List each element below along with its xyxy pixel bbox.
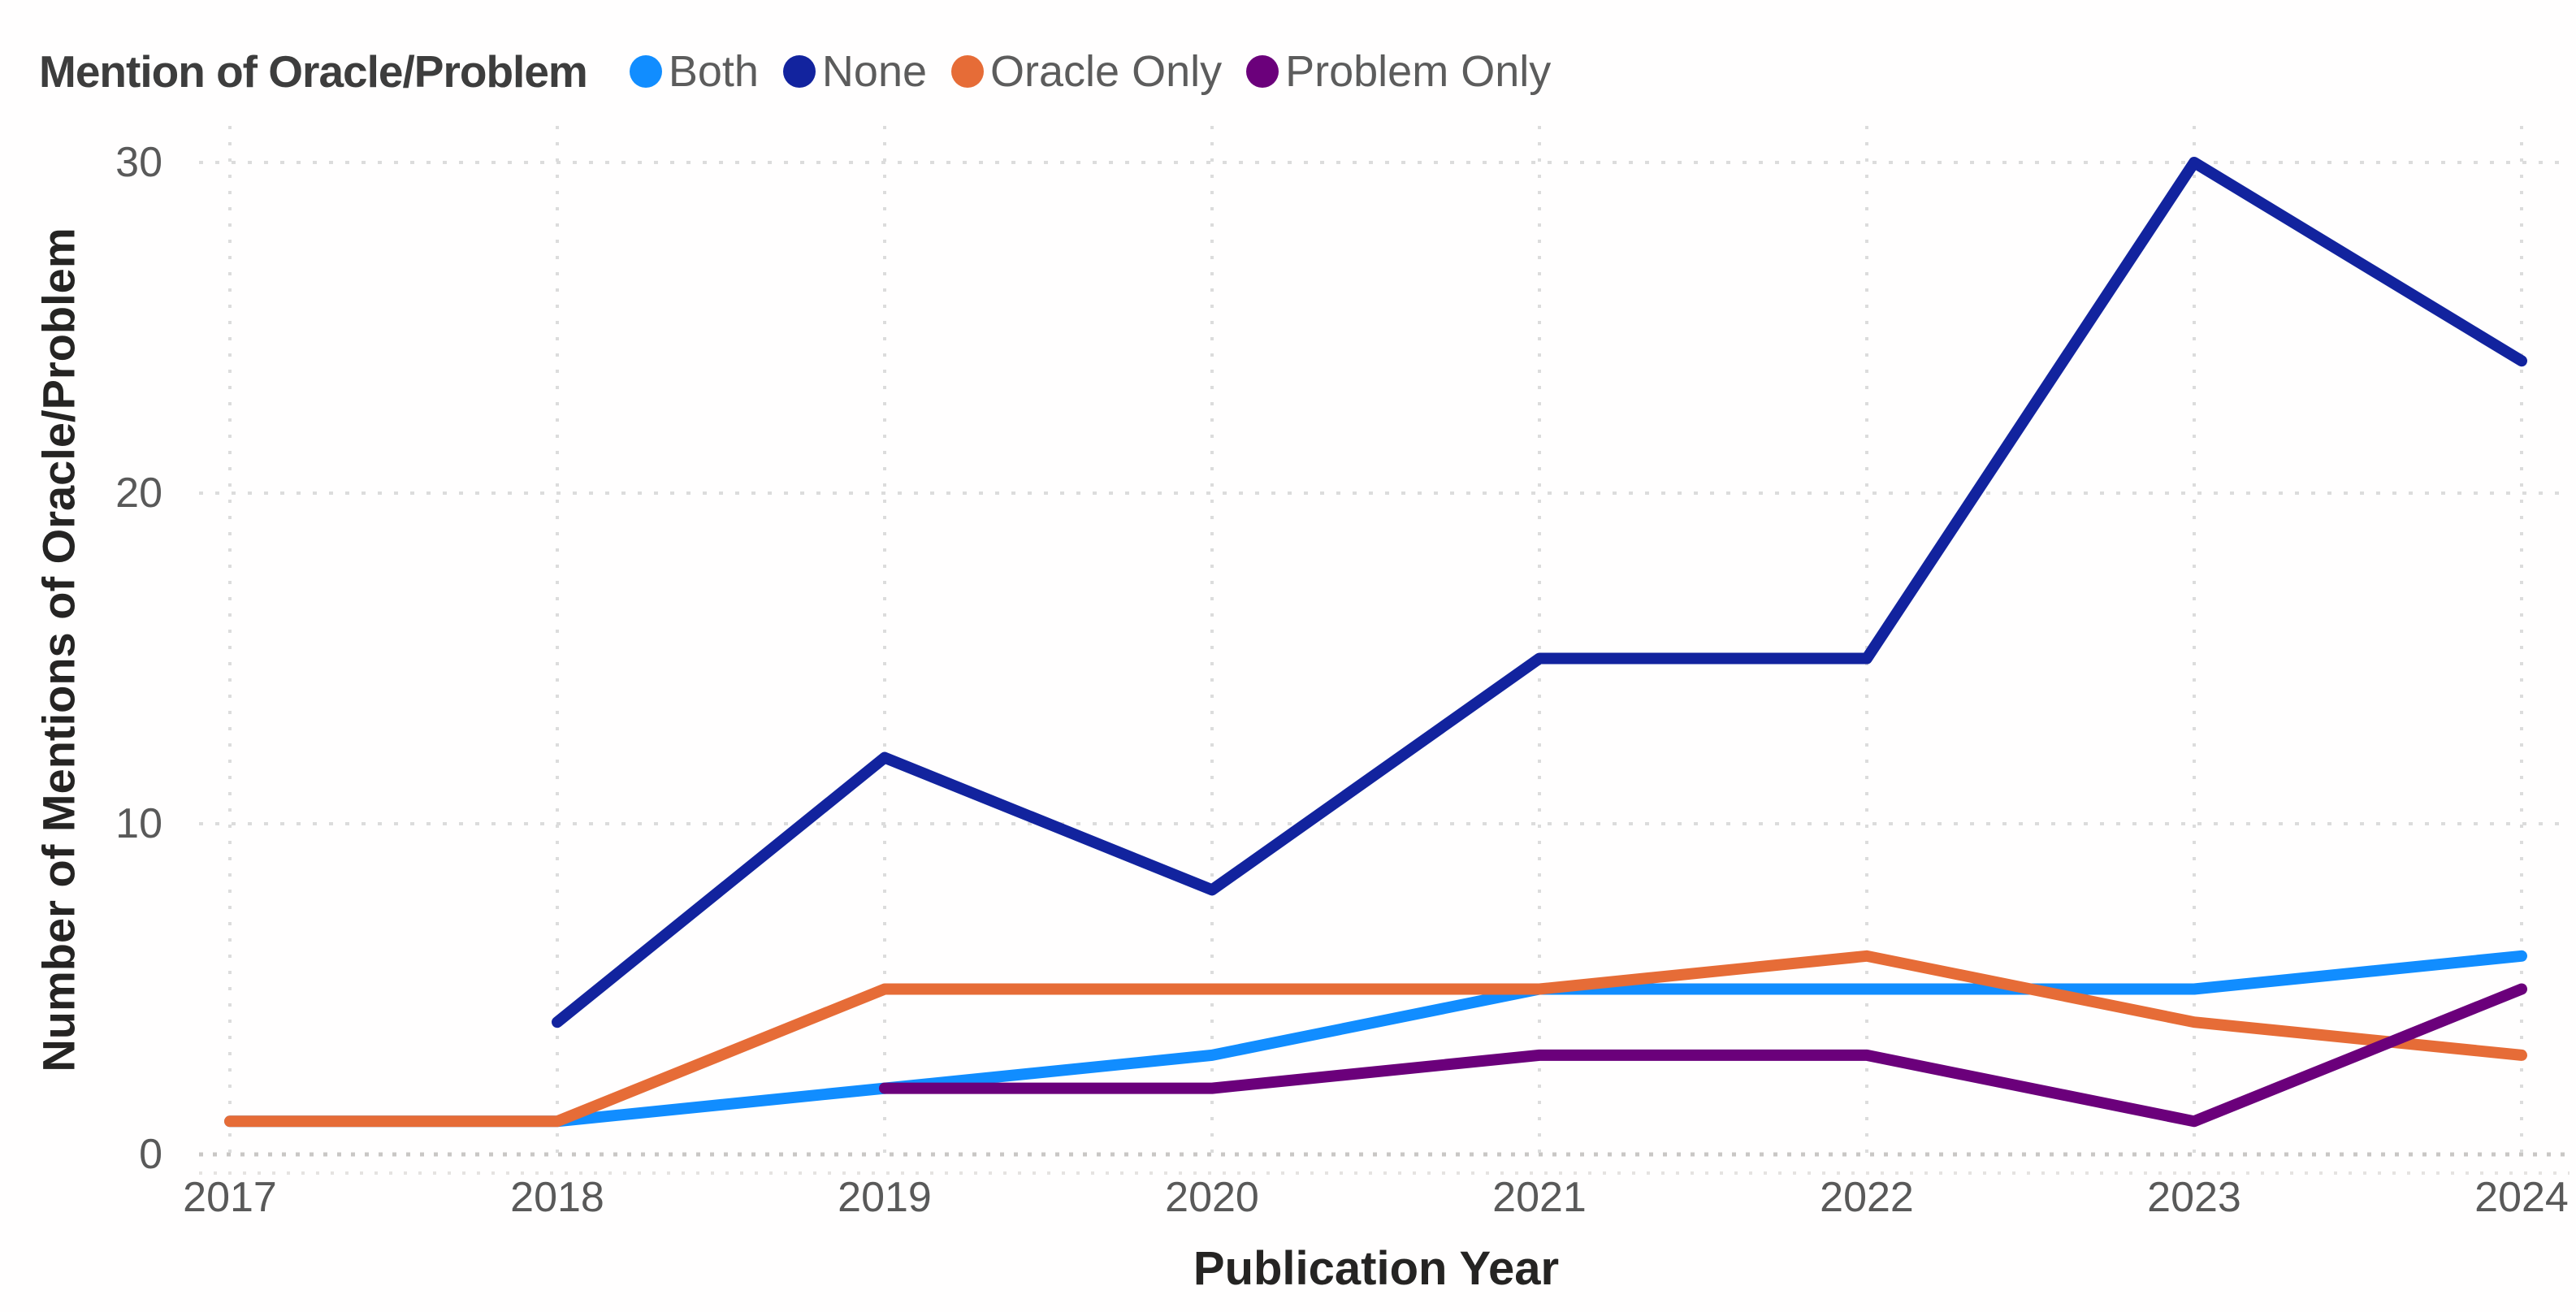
- series-lines: [224, 157, 2527, 1128]
- legend-swatch-icon: [629, 55, 662, 88]
- x-axis-title: Publication Year: [1193, 1242, 1560, 1295]
- x-tick-label-2018: 2018: [510, 1174, 604, 1221]
- legend-item-none[interactable]: None: [782, 46, 928, 97]
- x-tick-label-2024: 2024: [2474, 1174, 2569, 1221]
- legend-item-problem-only[interactable]: Problem Only: [1246, 46, 1551, 97]
- legend-item-label: Oracle Only: [990, 47, 1223, 96]
- legend: Mention of Oracle/Problem Both None Oracle…: [39, 45, 1575, 97]
- y-tick-label-20: 20: [115, 470, 162, 517]
- legend-item-oracle-only[interactable]: Oracle Only: [951, 46, 1222, 97]
- x-tick-label-2020: 2020: [1165, 1174, 1259, 1221]
- y-axis-title: Number of Mentions of Oracle/Problem: [32, 227, 84, 1072]
- series-line-both[interactable]: [224, 950, 2527, 1128]
- series-line-none[interactable]: [552, 157, 2527, 1028]
- legend-items: Both None Oracle Only Problem Only: [629, 46, 1575, 97]
- y-tick-label-30: 30: [115, 139, 162, 186]
- legend-swatch-icon: [951, 55, 985, 88]
- series-line-problem-only[interactable]: [879, 983, 2527, 1128]
- x-tick-label-2023: 2023: [2147, 1174, 2241, 1221]
- legend-title: Mention of Oracle/Problem: [39, 46, 588, 97]
- series-line-oracle-only[interactable]: [224, 950, 2527, 1128]
- y-tick-label-10: 10: [115, 800, 162, 847]
- x-tick-label-2022: 2022: [1820, 1174, 1914, 1221]
- legend-item-both[interactable]: Both: [629, 46, 759, 97]
- legend-item-label: Both: [668, 47, 759, 96]
- x-tick-label-2021: 2021: [1492, 1174, 1587, 1221]
- legend-item-label: None: [821, 47, 928, 96]
- legend-item-label: Problem Only: [1285, 47, 1552, 96]
- legend-swatch-icon: [782, 55, 816, 88]
- x-tick-label-2019: 2019: [838, 1174, 932, 1221]
- y-tick-label-0: 0: [139, 1131, 162, 1178]
- x-tick-label-2017: 2017: [183, 1174, 277, 1221]
- legend-swatch-icon: [1246, 55, 1279, 88]
